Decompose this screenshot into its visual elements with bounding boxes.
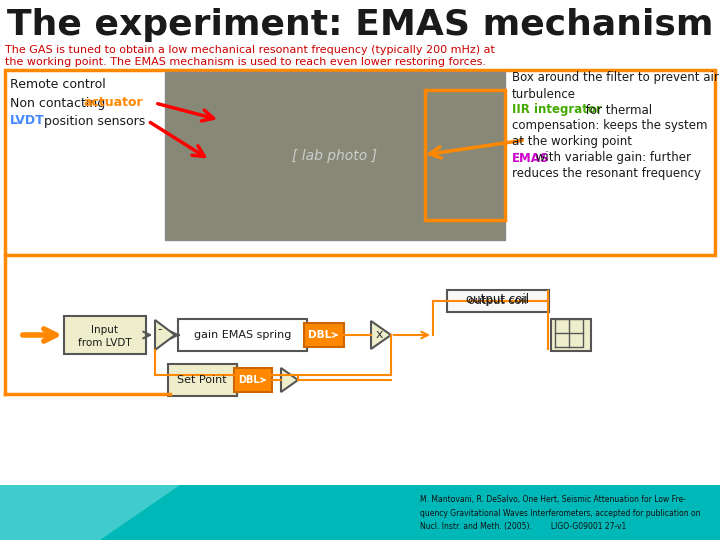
Bar (425, 90, 505, 220)
Text: with variable gain: further: with variable gain: further (532, 152, 691, 165)
Bar (0, 485, 720, 540)
Text: [ lab photo ]: [ lab photo ] (292, 149, 377, 163)
Polygon shape (0, 485, 180, 540)
Text: position sensors: position sensors (40, 114, 145, 127)
Text: reduces the resonant frequency: reduces the resonant frequency (512, 167, 701, 180)
Text: Set Point: Set Point (177, 375, 227, 385)
Text: M. Mantovani, R. DeSalvo, One Hert, Seismic Attenuation for Low Fre-
quency Grav: M. Mantovani, R. DeSalvo, One Hert, Seis… (420, 495, 701, 531)
Bar (5, 70, 715, 255)
Text: The experiment: EMAS mechanism: The experiment: EMAS mechanism (6, 8, 714, 42)
Text: actuator: actuator (84, 97, 143, 110)
Text: gain EMAS spring: gain EMAS spring (194, 330, 291, 340)
Text: -: - (158, 323, 162, 336)
FancyBboxPatch shape (551, 319, 591, 351)
Text: output coil: output coil (467, 294, 530, 307)
FancyBboxPatch shape (168, 364, 237, 396)
Text: EMAS: EMAS (512, 152, 549, 165)
Polygon shape (155, 320, 175, 350)
Text: Input: Input (91, 325, 119, 335)
Text: DBL: DBL (238, 375, 260, 385)
Text: output coil: output coil (468, 296, 528, 306)
Polygon shape (371, 321, 391, 349)
Text: from LVDT: from LVDT (78, 338, 132, 348)
Text: Box around the filter to prevent air: Box around the filter to prevent air (512, 71, 719, 84)
FancyBboxPatch shape (447, 290, 549, 312)
Text: IIR integrator: IIR integrator (512, 104, 602, 117)
Text: The GAS is tuned to obtain a low mechanical resonant frequency (typically 200 mH: The GAS is tuned to obtain a low mechani… (5, 45, 495, 55)
FancyBboxPatch shape (234, 368, 272, 392)
FancyBboxPatch shape (64, 316, 146, 354)
Text: Remote control: Remote control (10, 78, 106, 91)
Text: for thermal: for thermal (582, 104, 652, 117)
Text: DBL: DBL (308, 330, 332, 340)
Text: turbulence: turbulence (512, 87, 576, 100)
Text: at the working point: at the working point (512, 136, 632, 148)
Text: compensation: keeps the system: compensation: keeps the system (512, 119, 708, 132)
Polygon shape (281, 368, 298, 392)
Text: Non contacting: Non contacting (10, 97, 109, 110)
FancyBboxPatch shape (304, 323, 344, 347)
Text: LVDT: LVDT (10, 114, 45, 127)
Text: x: x (375, 328, 383, 341)
FancyBboxPatch shape (178, 319, 307, 351)
Bar (165, 72, 505, 240)
Text: the working point. The EMAS mechanism is used to reach even lower restoring forc: the working point. The EMAS mechanism is… (5, 57, 486, 67)
